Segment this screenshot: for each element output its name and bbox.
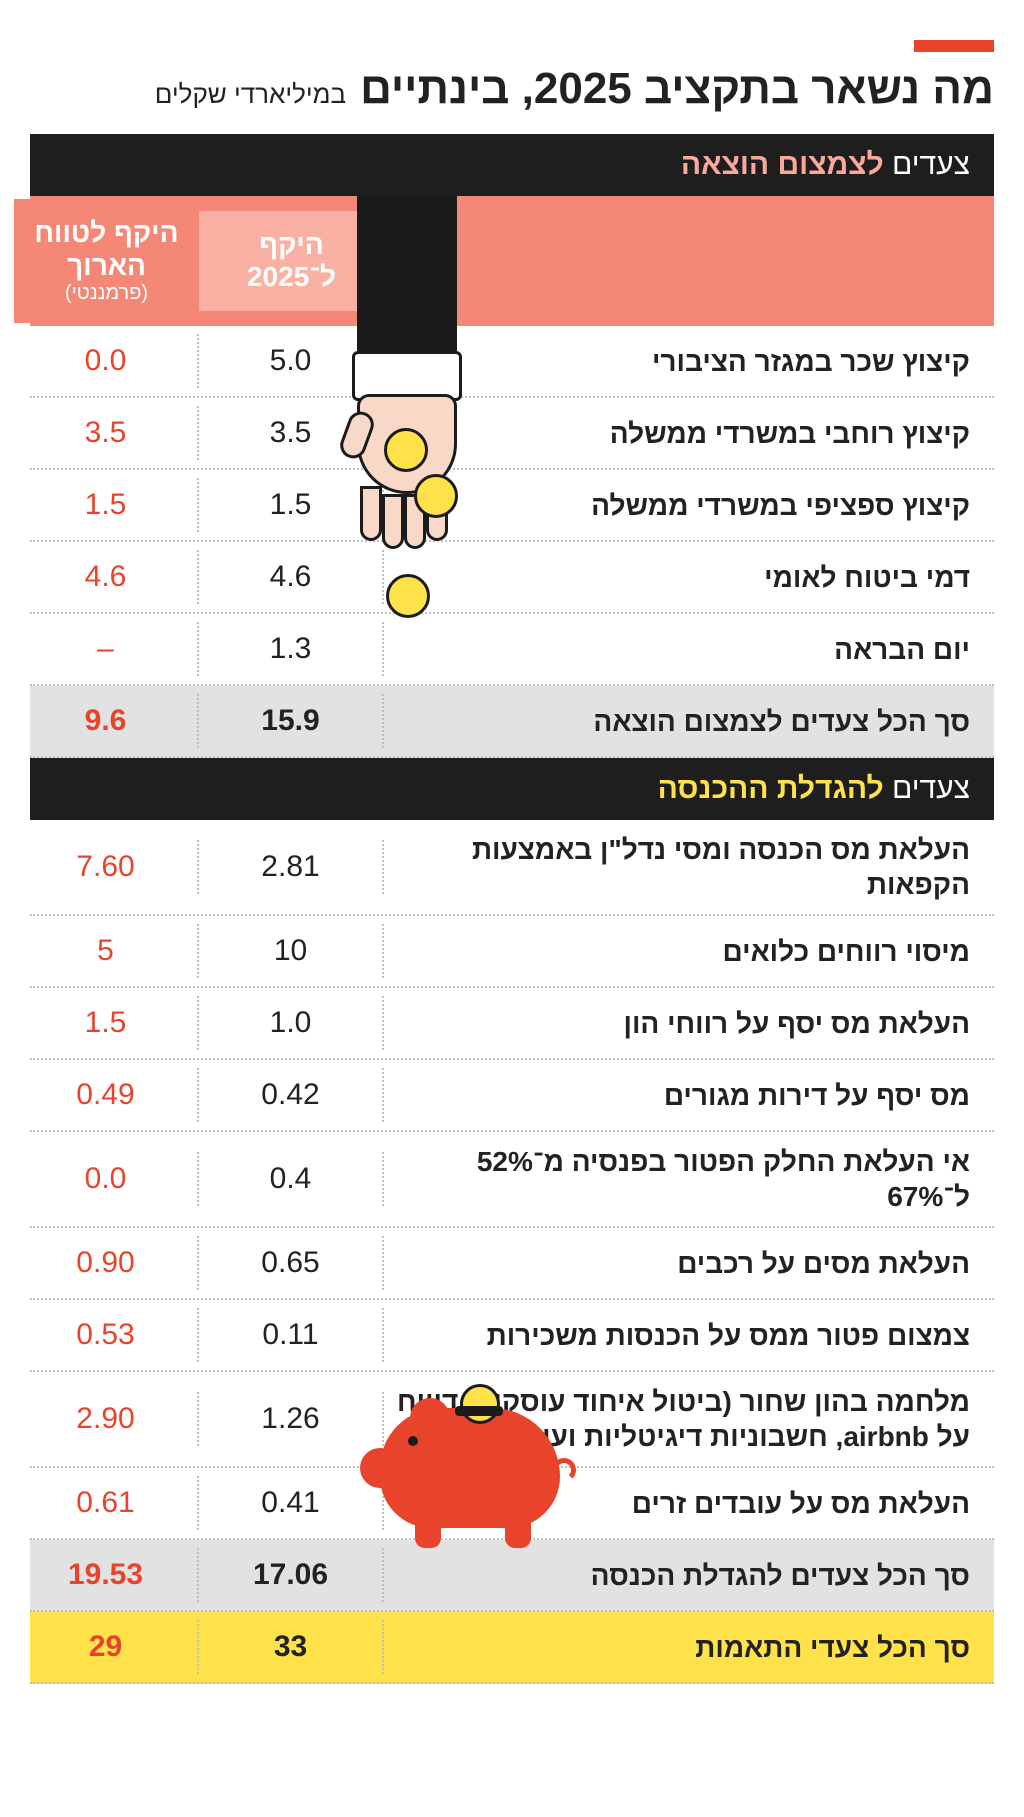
section1-bar-thin: צעדים: [892, 148, 970, 181]
table-row: העלאת מס הכנסה ומסי נדל"ן באמצעות הקפאות…: [30, 820, 994, 916]
row-val-long: 0.90: [14, 1236, 199, 1290]
row-label: סך הכל צעדים לצמצום הוצאה: [384, 692, 994, 751]
row-val-long: 0.53: [14, 1308, 199, 1362]
header-col-long: היקף לטווח הארוך (פרמננטי): [14, 199, 199, 322]
title-main: מה נשאר בתקציב 2025, בינתיים: [360, 64, 994, 114]
row-val-2025: 3.5: [199, 406, 384, 460]
table-row: יום הבראה 1.3 –: [30, 614, 994, 686]
row-val-long: –: [14, 622, 199, 676]
row-label: אי העלאת החלק הפטור בפנסיה מ־52% ל־67%: [384, 1132, 994, 1226]
header-col-long-l2: הארוך: [67, 250, 146, 281]
header-col-long-l3: (פרמננטי): [22, 282, 191, 305]
row-label: דמי ביטוח לאומי: [384, 548, 994, 607]
row-val-long: 5: [14, 924, 199, 978]
table-row: העלאת מס על עובדים זרים 0.41 0.61: [30, 1468, 994, 1540]
row-val-long: 0.0: [14, 1152, 199, 1206]
section2-total-row: סך הכל צעדים להגדלת הכנסה 17.06 19.53: [30, 1540, 994, 1612]
row-val-2025: 0.41: [199, 1476, 384, 1530]
row-val-long: 29: [14, 1620, 199, 1674]
table-row: מלחמה בהון שחור (ביטול איחוד עוסקים, דיו…: [30, 1372, 994, 1468]
row-val-2025: 15.9: [199, 694, 384, 748]
infographic-container: מה נשאר בתקציב 2025, בינתיים במיליארדי ש…: [0, 0, 1024, 1724]
row-val-long: 0.49: [14, 1068, 199, 1122]
table-row: דמי ביטוח לאומי 4.6 4.6: [30, 542, 994, 614]
row-val-long: 3.5: [14, 406, 199, 460]
table-row: צמצום פטור ממס על הכנסות משכירות 0.11 0.…: [30, 1300, 994, 1372]
row-label: העלאת מס יסף על רווחי הון: [384, 994, 994, 1053]
accent-bar: [914, 40, 994, 52]
column-header-row: היקף ל־2025 היקף לטווח הארוך (פרמננטי): [30, 196, 994, 326]
table-row: אי העלאת החלק הפטור בפנסיה מ־52% ל־67% 0…: [30, 1132, 994, 1228]
section1-body: קיצוץ שכר במגזר הציבורי 5.0 0.0 קיצוץ רו…: [30, 326, 994, 758]
row-val-2025: 1.26: [199, 1392, 384, 1446]
row-val-2025: 1.3: [199, 622, 384, 676]
row-val-2025: 2.81: [199, 840, 384, 894]
row-val-long: 2.90: [14, 1392, 199, 1446]
row-val-2025: 1.5: [199, 478, 384, 532]
row-label: קיצוץ רוחבי במשרדי ממשלה: [384, 404, 994, 463]
row-label: סך הכל צעדים להגדלת הכנסה: [384, 1546, 994, 1605]
section2-bar-accent: להגדלת ההכנסה: [658, 772, 884, 805]
section1-bar-accent: לצמצום הוצאה: [681, 148, 884, 181]
row-val-long: 0.61: [14, 1476, 199, 1530]
row-val-long: 0.0: [14, 334, 199, 388]
row-label: מס יסף על דירות מגורים: [384, 1066, 994, 1125]
title-row: מה נשאר בתקציב 2025, בינתיים במיליארדי ש…: [30, 64, 994, 114]
row-val-2025: 0.4: [199, 1152, 384, 1206]
section1-total-row: סך הכל צעדים לצמצום הוצאה 15.9 9.6: [30, 686, 994, 758]
header-col-2025: היקף ל־2025: [199, 211, 384, 311]
row-val-long: 1.5: [14, 478, 199, 532]
section1-bar: צעדים לצמצום הוצאה: [30, 134, 994, 196]
table-row: קיצוץ רוחבי במשרדי ממשלה 3.5 3.5: [30, 398, 994, 470]
header-col-2025-l2: ל־2025: [247, 261, 336, 292]
row-val-2025: 0.11: [199, 1308, 384, 1362]
row-label: מיסוי רווחים כלואים: [384, 922, 994, 981]
section2-bar-thin: צעדים: [892, 772, 970, 805]
row-val-2025: 10: [199, 924, 384, 978]
row-val-2025: 33: [199, 1620, 384, 1674]
row-val-2025: 1.0: [199, 996, 384, 1050]
table-row: קיצוץ שכר במגזר הציבורי 5.0 0.0: [30, 326, 994, 398]
row-val-long: 4.6: [14, 550, 199, 604]
row-val-long: 1.5: [14, 996, 199, 1050]
table-row: מיסוי רווחים כלואים 10 5: [30, 916, 994, 988]
table-row: העלאת מסים על רכבים 0.65 0.90: [30, 1228, 994, 1300]
table-row: העלאת מס יסף על רווחי הון 1.0 1.5: [30, 988, 994, 1060]
row-label: סך הכל צעדי התאמות: [384, 1618, 994, 1677]
row-val-2025: 5.0: [199, 334, 384, 388]
section2-bar: צעדים להגדלת ההכנסה: [30, 758, 994, 820]
grand-total-row: סך הכל צעדי התאמות 33 29: [30, 1612, 994, 1684]
title-sub: במיליארדי שקלים: [155, 79, 346, 110]
header-col-long-l1: היקף לטווח: [34, 217, 178, 248]
row-val-long: 7.60: [14, 840, 199, 894]
row-label: מלחמה בהון שחור (ביטול איחוד עוסקים, דיו…: [384, 1372, 994, 1466]
row-label: צמצום פטור ממס על הכנסות משכירות: [384, 1306, 994, 1365]
table-row: קיצוץ ספציפי במשרדי ממשלה 1.5 1.5: [30, 470, 994, 542]
row-val-2025: 4.6: [199, 550, 384, 604]
row-label: העלאת מסים על רכבים: [384, 1234, 994, 1293]
row-val-2025: 0.65: [199, 1236, 384, 1290]
row-val-long: 9.6: [14, 694, 199, 748]
row-label: יום הבראה: [384, 620, 994, 679]
section2-body: העלאת מס הכנסה ומסי נדל"ן באמצעות הקפאות…: [30, 820, 994, 1684]
header-col-2025-l1: היקף: [259, 229, 324, 260]
row-label: קיצוץ ספציפי במשרדי ממשלה: [384, 476, 994, 535]
table-row: מס יסף על דירות מגורים 0.42 0.49: [30, 1060, 994, 1132]
row-val-2025: 0.42: [199, 1068, 384, 1122]
row-val-2025: 17.06: [199, 1548, 384, 1602]
row-label: קיצוץ שכר במגזר הציבורי: [384, 332, 994, 391]
row-label: העלאת מס על עובדים זרים: [384, 1474, 994, 1533]
row-label: העלאת מס הכנסה ומסי נדל"ן באמצעות הקפאות: [384, 820, 994, 914]
row-val-long: 19.53: [14, 1548, 199, 1602]
